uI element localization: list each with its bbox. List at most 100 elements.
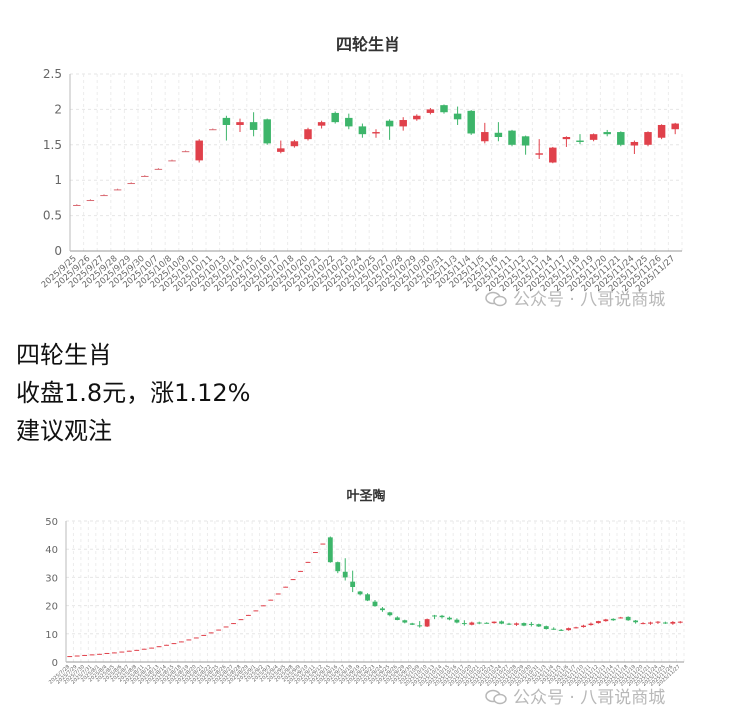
candle — [260, 605, 266, 607]
candle — [380, 607, 385, 612]
candle — [253, 610, 259, 612]
candle — [277, 140, 285, 154]
candle — [168, 159, 176, 162]
candle-body — [618, 617, 624, 619]
candle-body — [549, 147, 557, 163]
y-tick-label: 1.5 — [43, 138, 62, 152]
candle — [156, 646, 162, 648]
candle — [209, 128, 217, 131]
y-tick-label: 40 — [45, 545, 58, 556]
candle-body — [385, 120, 394, 127]
candle-body — [402, 620, 408, 623]
candle — [499, 620, 504, 625]
candle-body — [305, 561, 311, 563]
candle — [603, 618, 609, 622]
candle — [385, 119, 394, 140]
candle-body — [73, 204, 81, 206]
candle-body — [89, 654, 95, 656]
candle — [426, 107, 435, 115]
candle-body — [387, 612, 393, 616]
candle — [521, 135, 530, 155]
candle-body — [186, 639, 192, 641]
candle-body — [633, 620, 639, 623]
candle-body — [610, 618, 616, 621]
candle-body — [277, 148, 285, 152]
candle-body — [453, 113, 462, 120]
candle — [181, 150, 190, 153]
candle-body — [617, 132, 625, 145]
y-tick-label: 50 — [45, 517, 58, 528]
candle — [298, 570, 303, 572]
candle — [222, 115, 231, 141]
candle-body — [372, 601, 378, 607]
candle-body — [238, 619, 244, 621]
candle-body — [178, 641, 184, 643]
candle — [491, 621, 497, 624]
candle — [268, 599, 274, 601]
candle — [141, 648, 147, 650]
candle-body — [209, 129, 217, 131]
kline-chart-silunshengxiao: 四轮生肖00.511.522.52025/9/252025/9/262025/9… — [40, 35, 683, 294]
candle — [432, 614, 437, 620]
candle — [89, 654, 95, 656]
candle — [514, 622, 519, 626]
candle-body — [372, 132, 380, 134]
candle — [365, 593, 370, 602]
candle-body — [494, 132, 503, 138]
candle-body — [246, 614, 251, 616]
candle-body — [86, 200, 95, 202]
stock-caption: 四轮生肖 收盘1.8元，涨1.12% 建议观注 — [16, 336, 250, 450]
candle — [461, 620, 467, 626]
candle — [589, 133, 598, 142]
candle — [372, 599, 378, 607]
candle-body — [181, 151, 190, 153]
candle — [549, 146, 557, 164]
candle-body — [417, 625, 423, 627]
candle — [74, 655, 80, 657]
candle — [543, 625, 549, 630]
candle — [231, 623, 236, 625]
candle-body — [535, 153, 543, 155]
candle — [263, 118, 271, 145]
candle-body — [657, 124, 666, 138]
candle — [508, 129, 516, 147]
candle — [317, 120, 326, 129]
candle-body — [119, 651, 125, 653]
candle — [551, 627, 557, 630]
candle — [236, 118, 244, 133]
candle-body — [141, 648, 147, 650]
candle-body — [126, 650, 132, 652]
candle — [671, 122, 679, 135]
candle — [494, 122, 503, 142]
candle-body — [350, 581, 356, 587]
candle — [670, 621, 676, 625]
candle-body — [100, 195, 108, 197]
caption-advice: 建议观注 — [16, 417, 112, 445]
candle — [536, 623, 542, 628]
candle-body — [454, 619, 460, 623]
candle-body — [508, 130, 516, 145]
candle — [275, 593, 281, 595]
candle-body — [671, 123, 679, 130]
candle-body — [655, 621, 661, 623]
candle-body — [467, 110, 475, 134]
candle — [558, 629, 564, 631]
candle-body — [342, 571, 348, 578]
watermark-bottom: 公众号 · 八哥说商城 — [485, 683, 665, 708]
candle — [655, 621, 661, 624]
watermark-text: 公众号 · 八哥说商城 — [513, 290, 666, 310]
candle — [327, 536, 333, 563]
candle — [127, 182, 135, 185]
candle-body — [562, 137, 571, 140]
candle — [417, 621, 423, 628]
candle-body — [290, 579, 296, 581]
candle — [290, 579, 296, 581]
candle — [409, 622, 415, 626]
candle-body — [208, 632, 214, 634]
candle-body — [514, 623, 519, 625]
candle — [126, 650, 132, 652]
candle — [657, 124, 666, 140]
candle-body — [171, 643, 177, 645]
candle — [208, 632, 214, 634]
candle — [440, 104, 448, 114]
